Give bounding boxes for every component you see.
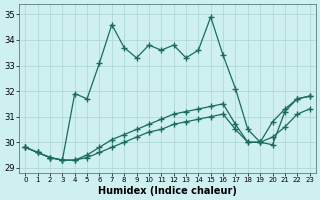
X-axis label: Humidex (Indice chaleur): Humidex (Indice chaleur) — [98, 186, 237, 196]
